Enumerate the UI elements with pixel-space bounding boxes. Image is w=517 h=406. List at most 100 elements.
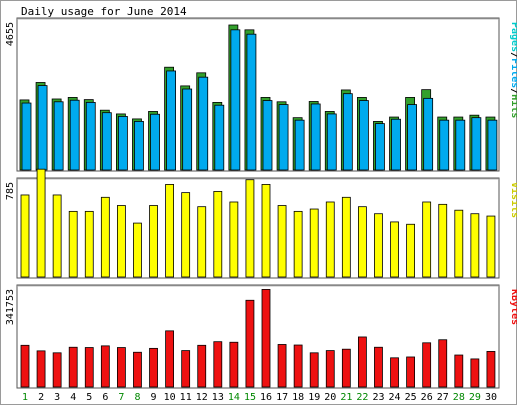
panel-2-border — [16, 177, 500, 279]
panel-3-legend: KBytes — [509, 289, 517, 325]
bar-files-day-4 — [69, 99, 80, 171]
bar-visits-day-13 — [213, 191, 223, 278]
bar-visits-day-29 — [470, 213, 480, 278]
day-label-23: 23 — [372, 392, 384, 403]
bar-files-day-20 — [326, 113, 337, 171]
legend-part-1-4: / — [509, 88, 517, 94]
panel-3-max-label: 341753 — [5, 289, 16, 325]
bar-files-day-11 — [182, 88, 193, 171]
bar-kbytes-day-29 — [470, 358, 480, 388]
bar-visits-day-6 — [100, 196, 110, 278]
bar-visits-day-19 — [309, 208, 319, 278]
bar-kbytes-day-24 — [390, 357, 399, 388]
bar-files-day-28 — [455, 119, 466, 171]
day-label-13: 13 — [212, 392, 224, 403]
bar-visits-day-18 — [293, 210, 303, 278]
bar-kbytes-day-6 — [100, 345, 110, 388]
bar-kbytes-day-15 — [245, 299, 255, 388]
bar-files-day-5 — [85, 102, 96, 171]
bar-files-day-9 — [150, 113, 160, 171]
day-label-15: 15 — [244, 392, 256, 403]
day-label-19: 19 — [308, 392, 320, 403]
bar-kbytes-day-11 — [181, 350, 191, 388]
bar-files-day-3 — [53, 101, 64, 171]
bar-kbytes-day-25 — [406, 356, 416, 388]
bar-files-day-23 — [375, 123, 385, 171]
legend-part-3-1: KBytes — [509, 289, 517, 325]
legend-part-1-5: Hits — [509, 94, 517, 118]
bar-kbytes-day-21 — [341, 348, 351, 388]
bar-files-day-18 — [294, 119, 305, 171]
bar-files-day-6 — [101, 112, 112, 171]
panel-1-max-label: 4655 — [5, 22, 16, 46]
bar-files-day-29 — [471, 117, 482, 171]
day-label-16: 16 — [260, 392, 272, 403]
bar-kbytes-day-2 — [36, 350, 46, 388]
bar-kbytes-day-20 — [325, 350, 335, 388]
bar-files-day-15 — [246, 33, 257, 171]
bar-visits-day-25 — [406, 223, 416, 278]
bar-visits-day-9 — [149, 205, 158, 278]
legend-part-1-3: Files — [509, 58, 517, 88]
day-label-7: 7 — [118, 392, 124, 403]
bar-files-day-1 — [21, 102, 32, 171]
bar-visits-day-4 — [68, 210, 78, 278]
bar-files-day-27 — [439, 119, 450, 171]
bar-visits-day-21 — [341, 196, 351, 278]
bar-kbytes-day-3 — [52, 352, 62, 388]
bar-kbytes-day-14 — [229, 341, 239, 388]
bar-visits-day-8 — [133, 222, 142, 278]
bar-kbytes-day-10 — [165, 330, 175, 388]
day-label-5: 5 — [86, 392, 92, 403]
day-label-25: 25 — [405, 392, 417, 403]
day-label-3: 3 — [54, 392, 60, 403]
day-label-8: 8 — [134, 392, 140, 403]
day-label-11: 11 — [180, 392, 192, 403]
day-label-26: 26 — [421, 392, 433, 403]
bar-visits-day-26 — [422, 201, 432, 278]
bar-kbytes-day-13 — [213, 341, 223, 388]
bar-kbytes-day-30 — [486, 351, 496, 388]
bar-files-day-2 — [37, 85, 48, 171]
bar-visits-day-16 — [261, 184, 271, 278]
bar-kbytes-day-9 — [149, 347, 158, 388]
day-label-1: 1 — [22, 392, 28, 403]
day-label-28: 28 — [453, 392, 465, 403]
bar-kbytes-day-16 — [261, 289, 271, 388]
day-label-12: 12 — [196, 392, 208, 403]
bar-files-day-8 — [134, 121, 144, 171]
bar-files-day-10 — [166, 70, 177, 171]
bar-kbytes-day-19 — [309, 352, 319, 388]
bar-kbytes-day-26 — [422, 342, 432, 388]
panel-2-max-label: 785 — [5, 182, 16, 200]
bar-visits-day-27 — [438, 203, 448, 278]
bar-kbytes-day-4 — [68, 346, 78, 388]
bar-kbytes-day-23 — [374, 346, 383, 388]
day-label-27: 27 — [437, 392, 449, 403]
day-label-29: 29 — [469, 392, 481, 403]
bar-files-day-12 — [198, 76, 209, 171]
bar-files-day-26 — [423, 97, 434, 171]
bar-files-day-16 — [262, 100, 273, 171]
legend-part-1-2: / — [509, 52, 517, 58]
day-label-14: 14 — [228, 392, 240, 403]
bar-files-day-22 — [358, 100, 369, 171]
bar-visits-day-30 — [486, 215, 496, 278]
bar-kbytes-day-1 — [20, 344, 30, 388]
bar-files-day-17 — [278, 104, 289, 171]
bar-kbytes-day-22 — [357, 336, 367, 388]
bar-kbytes-day-18 — [293, 344, 303, 388]
bar-kbytes-day-27 — [438, 339, 448, 388]
bar-files-day-14 — [230, 29, 241, 171]
panel-3-border — [16, 284, 500, 389]
bar-visits-day-23 — [374, 213, 383, 278]
bar-visits-day-11 — [181, 192, 191, 278]
day-label-18: 18 — [292, 392, 304, 403]
day-label-4: 4 — [70, 392, 76, 403]
bar-files-day-13 — [214, 104, 225, 171]
bar-files-day-24 — [391, 118, 401, 171]
bar-visits-day-5 — [84, 210, 94, 278]
bar-files-day-19 — [310, 103, 321, 171]
chart-title: Daily usage for June 2014 — [21, 5, 187, 18]
bar-kbytes-day-28 — [454, 354, 464, 388]
